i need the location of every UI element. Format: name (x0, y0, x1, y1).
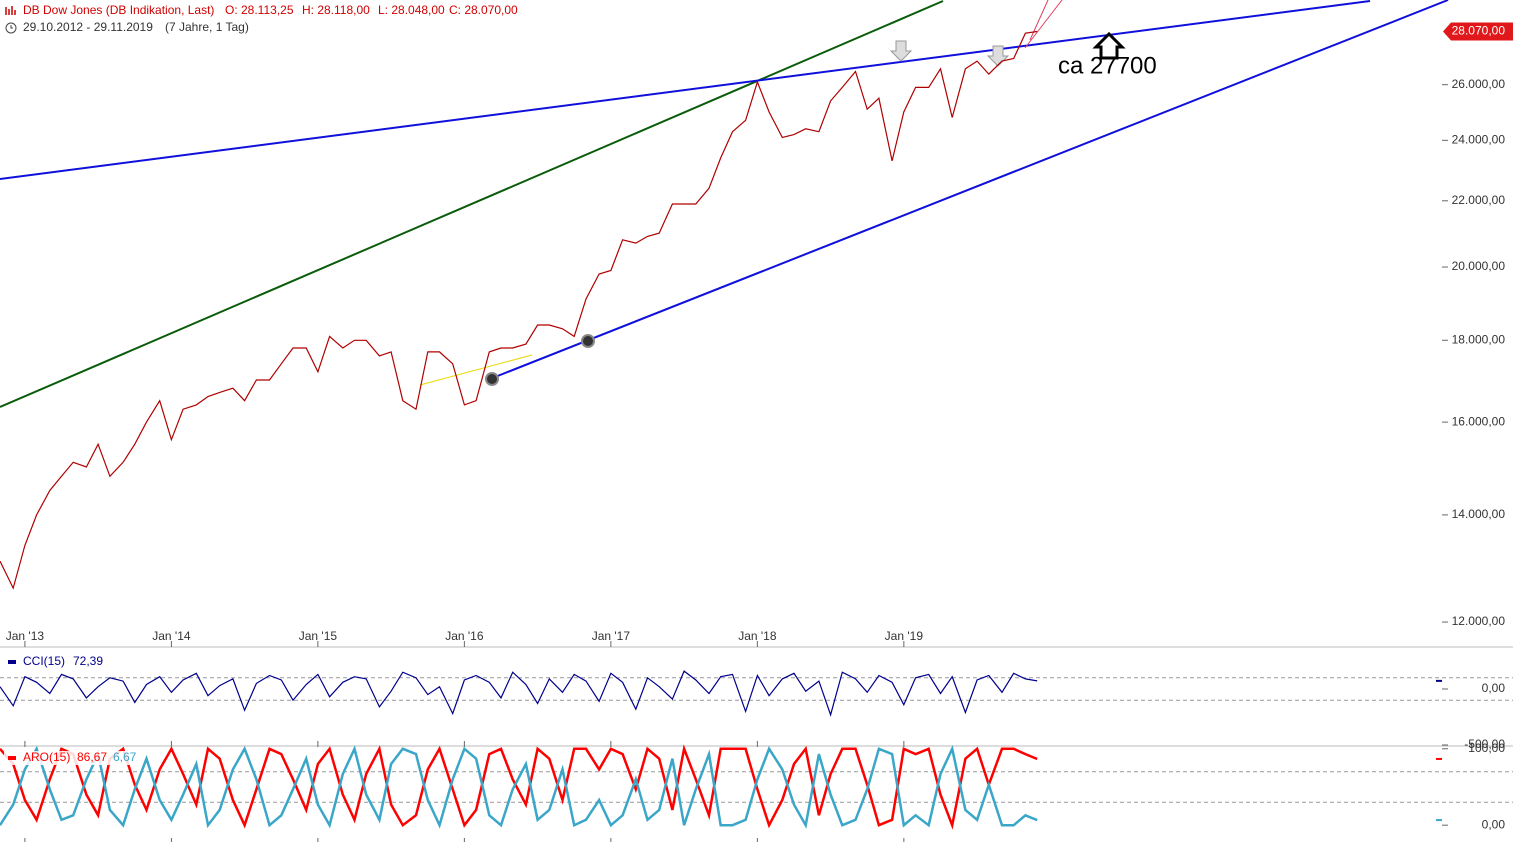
trend-line (1024, 0, 1063, 49)
y-tick-label: 14.000,00 (1452, 507, 1506, 521)
y-tick-label: 100,00 (1468, 741, 1505, 755)
series-line (0, 670, 1038, 717)
period: 29.10.2012 - 29.11.2019 (23, 20, 153, 34)
chart-icon (5, 6, 16, 15)
arrow-marker (1092, 31, 1126, 60)
legend-value: 6,67 (113, 750, 137, 764)
annotation: ca 27700 (1058, 52, 1157, 79)
clock-icon (10, 25, 13, 29)
legend-swatch (8, 660, 16, 664)
y-tick-label: 22.000,00 (1452, 193, 1506, 207)
legend-swatch (8, 756, 16, 760)
trend-line (419, 354, 533, 386)
trend-line (1029, 0, 1049, 41)
anchor-point (581, 334, 595, 348)
legend-background (4, 751, 140, 765)
y-tick-label: 20.000,00 (1452, 259, 1506, 273)
last-price-box (1443, 22, 1513, 41)
x-tick-label: Jan '17 (592, 629, 631, 643)
y-tick-label: 16.000,00 (1452, 414, 1506, 428)
legend-value: 86,67 (77, 750, 107, 764)
x-tick-label: Jan '13 (6, 629, 45, 643)
y-tick-label: 24.000,00 (1452, 132, 1506, 146)
quote-low: L: 28.048,00 (378, 3, 445, 17)
legend-name: CCI(15) (23, 654, 65, 668)
quote-close: C: 28.070,00 (449, 3, 518, 17)
y-tick-label: 18.000,00 (1452, 332, 1506, 346)
x-tick-label: Jan '14 (152, 629, 191, 643)
legend-value: 72,39 (73, 654, 103, 668)
arrow-marker (889, 40, 913, 62)
x-tick-label: Jan '18 (738, 629, 777, 643)
legend-name: ARO(15) (23, 750, 70, 764)
x-tick-label: Jan '16 (445, 629, 484, 643)
y-tick-label: 0,00 (1482, 817, 1506, 831)
trend-line (0, 0, 944, 408)
y-tick-label: 0,00 (1482, 681, 1506, 695)
y-tick-label: -500,00 (1464, 737, 1505, 751)
y-tick-label: 12.000,00 (1452, 614, 1506, 628)
series-line (0, 744, 1038, 830)
quote-open: O: 28.113,25 (225, 3, 294, 17)
quote-high: H: 28.118,00 (302, 3, 370, 17)
series-line (0, 30, 1038, 590)
clock-icon (5, 22, 17, 34)
y-tick-label: 26.000,00 (1452, 77, 1506, 91)
anchor-point (485, 372, 499, 386)
series-line (0, 744, 1038, 829)
x-tick-label: Jan '15 (299, 629, 338, 643)
range-note: (7 Jahre, 1 Tag) (165, 20, 249, 34)
x-tick-label: Jan '19 (885, 629, 924, 643)
trend-line (0, 0, 1371, 180)
chart-title: DB Dow Jones (DB Indikation, Last) (23, 3, 214, 17)
trend-line (489, 0, 1449, 380)
last-price-label: 28.070,00 (1452, 24, 1506, 38)
